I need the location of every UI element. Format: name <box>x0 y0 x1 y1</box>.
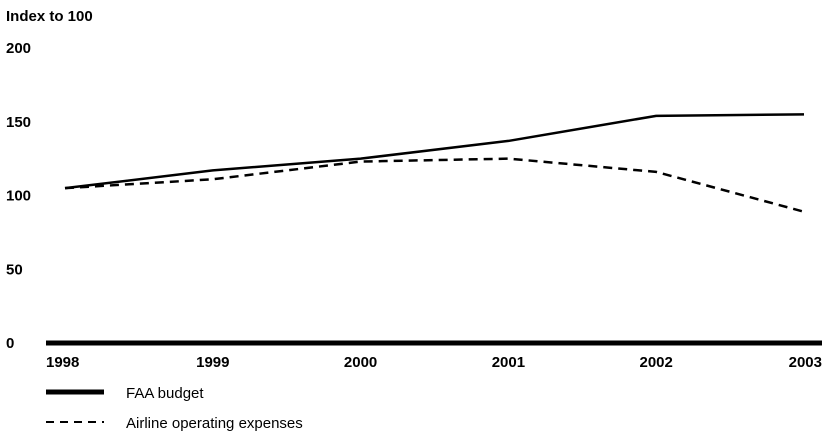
x-tick-label: 2000 <box>344 354 377 371</box>
y-tick-label: 200 <box>6 40 31 57</box>
y-axis-label: Index to 100 <box>6 8 93 25</box>
x-axis-ticks: 1998 1999 2000 2001 2002 2003 <box>46 354 822 371</box>
y-tick-label: 150 <box>6 114 31 131</box>
y-tick-label: 100 <box>6 188 31 205</box>
legend-label: FAA budget <box>126 385 204 402</box>
x-tick-label: 2002 <box>640 354 673 371</box>
y-axis-ticks: 0 50 100 150 200 <box>6 40 31 352</box>
x-tick-label: 2003 <box>789 354 822 371</box>
x-tick-label: 1998 <box>46 354 79 371</box>
y-tick-label: 50 <box>6 261 23 278</box>
y-tick-label: 0 <box>6 335 14 352</box>
x-tick-label: 1999 <box>196 354 229 371</box>
x-tick-label: 2001 <box>492 354 525 371</box>
legend-label: Airline operating expenses <box>126 415 303 431</box>
legend: FAA budget Airline operating expenses <box>46 385 303 431</box>
series-line-airline-operating-expenses <box>64 157 805 213</box>
series-lines <box>64 113 805 213</box>
series-line-faa-budget <box>64 113 805 190</box>
